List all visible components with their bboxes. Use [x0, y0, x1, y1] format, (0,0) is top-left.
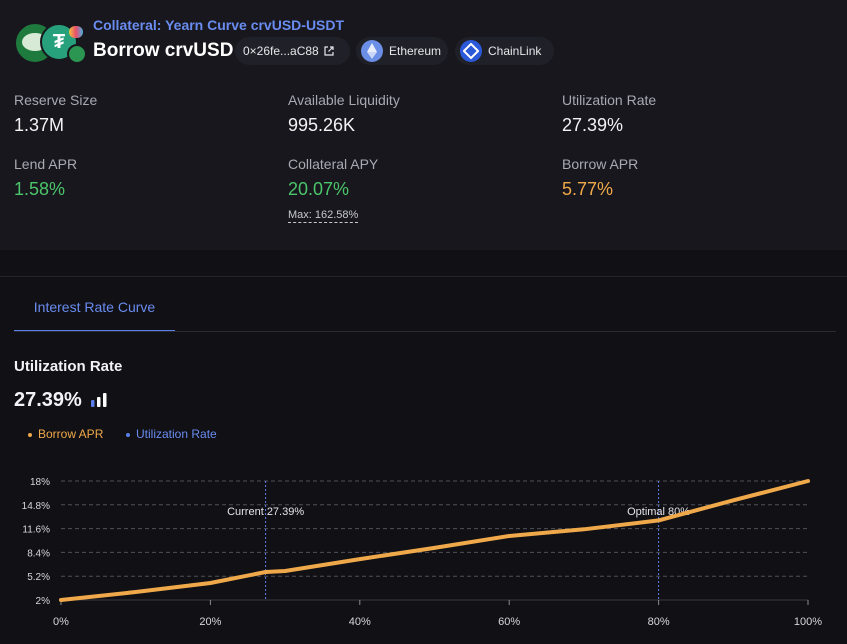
y-tick-label: 2%	[36, 596, 51, 607]
x-tick-label: 0%	[53, 616, 69, 628]
reserve-size-value: 1.37M	[14, 115, 65, 135]
utilization-chart-value: 27.39%	[14, 389, 82, 411]
y-tick-label: 14.8%	[22, 501, 50, 512]
reserve-size-label: Reserve Size	[14, 92, 98, 108]
legend-utilization-rate[interactable]: Utilization Rate	[126, 427, 217, 441]
section-divider	[0, 276, 847, 277]
bar-chart-icon	[91, 393, 107, 407]
borrow-apr-line	[59, 479, 810, 602]
utilization-rate-value: 27.39%	[562, 115, 624, 135]
market-icons: ₮	[14, 22, 87, 66]
curve-logo-icon	[69, 26, 83, 38]
annotation-label: Current 27.39%	[227, 506, 304, 518]
y-tick-label: 18%	[30, 477, 50, 488]
contract-address: 0×26fe...aC88	[243, 44, 319, 58]
collateral-apy-label: Collateral APY	[288, 156, 379, 172]
x-tick-label: 20%	[199, 616, 221, 628]
curve-token-icon	[67, 44, 87, 64]
interest-rate-chart: 2% 5.2% 8.4% 11.6% 14.8% 18% 0% 20% 40% 60% 80% 100…	[22, 477, 823, 628]
legend-borrow-apr-label: Borrow APR	[38, 427, 104, 441]
x-tick-label: 40%	[349, 616, 371, 628]
x-tick-label: 100%	[794, 616, 822, 628]
available-liquidity-value: 995.26K	[288, 115, 356, 135]
contract-address-chip[interactable]: 0×26fe...aC88	[235, 37, 350, 65]
y-tick-label: 5.2%	[27, 572, 50, 583]
network-chip[interactable]: Ethereum	[356, 37, 448, 65]
borrow-apr-dot-icon	[28, 432, 32, 437]
page-title: Borrow crvUSD	[93, 40, 234, 61]
collateral-apy-value: 20.07%	[288, 179, 350, 199]
network-label: Ethereum	[389, 44, 442, 58]
borrow-apr-value: 5.77%	[562, 179, 614, 199]
utilization-chart-title: Utilization Rate	[14, 358, 123, 375]
collateral-title[interactable]: Collateral: Yearn Curve crvUSD-USDT	[93, 17, 345, 33]
tab-interest-rate-curve[interactable]: Interest Rate Curve	[14, 290, 175, 332]
y-tick-label: 8.4%	[27, 548, 50, 559]
tab-bar-divider	[14, 331, 836, 332]
borrow-apr-label: Borrow APR	[562, 156, 639, 172]
legend-borrow-apr[interactable]: Borrow APR	[28, 427, 103, 441]
collateral-apy-max[interactable]: Max: 162.58%	[288, 209, 359, 223]
utilization-rate-label: Utilization Rate	[562, 92, 657, 108]
oracle-label: ChainLink	[488, 44, 542, 58]
utilization-dot-icon	[126, 432, 130, 437]
oracle-chip[interactable]: ChainLink	[455, 37, 554, 65]
lend-apr-value: 1.58%	[14, 179, 66, 199]
external-link-icon	[324, 46, 334, 56]
x-tick-label: 60%	[498, 616, 520, 628]
lend-apr-label: Lend APR	[14, 156, 78, 172]
y-tick-label: 11.6%	[22, 525, 50, 536]
chainlink-icon	[460, 40, 482, 62]
legend-utilization-rate-label: Utilization Rate	[136, 427, 217, 441]
ethereum-icon	[361, 40, 383, 62]
x-tick-label: 80%	[648, 616, 670, 628]
available-liquidity-label: Available Liquidity	[288, 92, 400, 108]
